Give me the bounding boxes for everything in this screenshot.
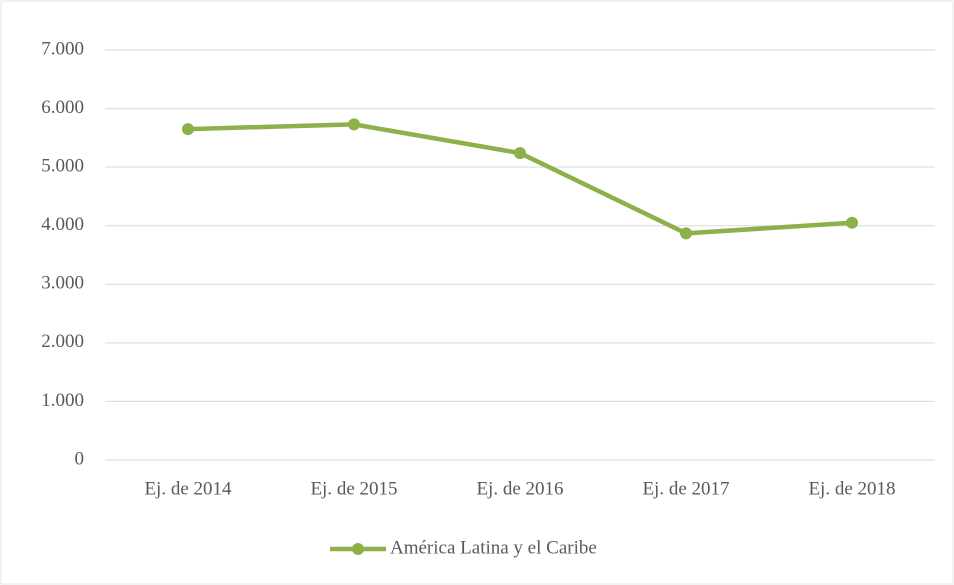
y-tick-label: 0: [75, 448, 85, 469]
y-tick-label: 7.000: [41, 38, 84, 59]
point: [846, 216, 858, 229]
y-tick-label: 4.000: [41, 214, 84, 235]
point: [514, 147, 526, 160]
x-tick-label: Ej. de 2016: [476, 478, 563, 499]
legend-label: América Latina y el Caribe: [390, 537, 597, 558]
y-tick-label: 2.000: [41, 331, 84, 352]
y-tick-label: 1.000: [41, 390, 84, 411]
point: [348, 118, 360, 131]
point: [182, 123, 194, 136]
y-tick-label: 5.000: [41, 156, 84, 177]
point: [680, 227, 692, 240]
x-tick-label: Ej. de 2017: [642, 478, 729, 499]
legend-marker: [352, 543, 364, 555]
x-tick-label: Ej. de 2018: [808, 478, 895, 499]
y-tick-label: 3.000: [41, 273, 84, 294]
x-tick-label: Ej. de 2015: [310, 478, 397, 499]
x-tick-label: Ej. de 2014: [144, 478, 232, 499]
y-tick-label: 6.000: [41, 97, 84, 118]
